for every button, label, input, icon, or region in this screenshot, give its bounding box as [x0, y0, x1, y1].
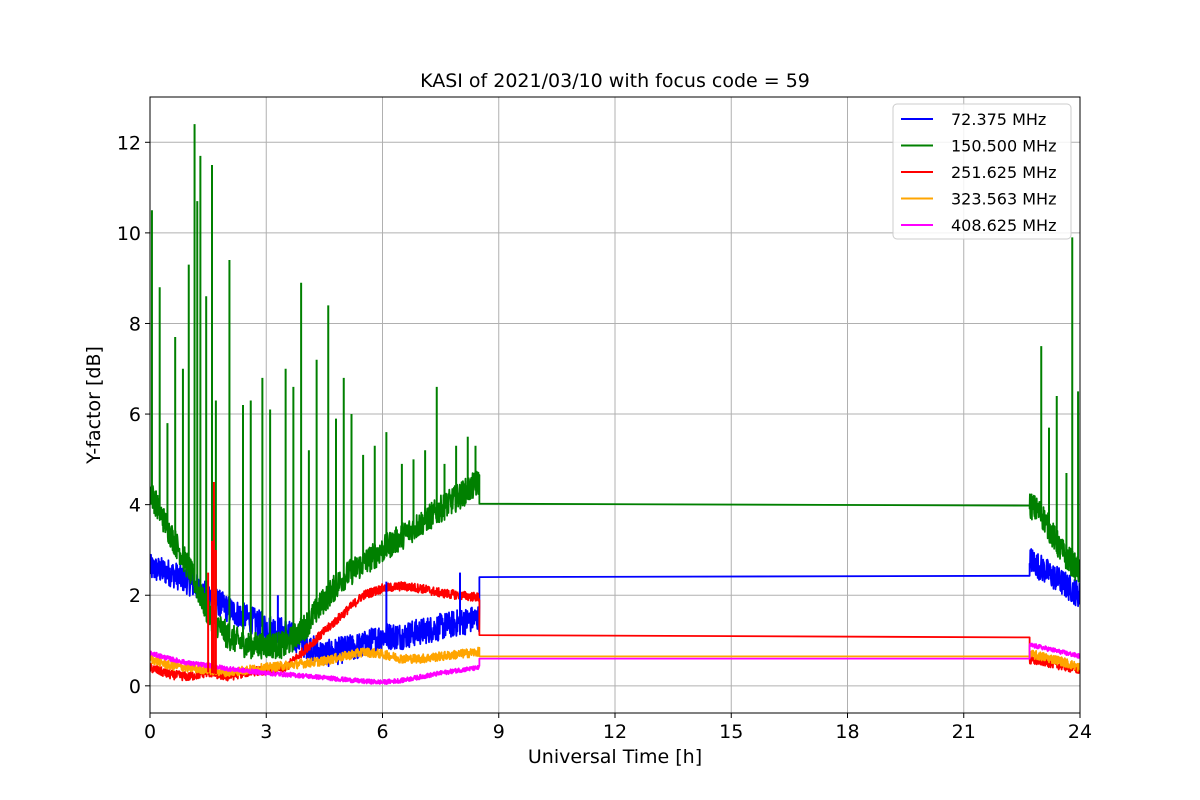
x-tick-label: 0 [144, 721, 156, 743]
spikes-72-375-mhz [276, 572, 461, 636]
x-tick-label: 9 [493, 721, 505, 743]
x-tick-label: 6 [376, 721, 388, 743]
x-tick-label: 24 [1068, 721, 1092, 743]
y-tick-label: 8 [129, 313, 141, 335]
y-tick-label: 0 [129, 676, 141, 698]
legend-label: 323.563 MHz [951, 190, 1056, 209]
legend-label: 408.625 MHz [951, 216, 1056, 235]
y-tick-label: 2 [129, 585, 141, 607]
x-tick-label: 21 [952, 721, 976, 743]
spikes-150-500-mhz [150, 124, 1080, 646]
legend-label: 251.625 MHz [951, 163, 1056, 182]
y-axis-label: Y-factor [dB] [83, 346, 105, 465]
legend-box [892, 103, 1072, 240]
x-tick-label: 18 [835, 721, 859, 743]
legend-label: 150.500 MHz [951, 137, 1056, 156]
y-tick-label: 12 [117, 132, 141, 154]
legend-label: 72.375 MHz [951, 110, 1046, 129]
legend: 72.375 MHz 150.500 MHz 251.625 MHz 323.563 … [892, 103, 1072, 240]
plot-area [150, 124, 1080, 685]
x-tick-label: 3 [260, 721, 272, 743]
spikes-251-625-mhz [207, 482, 217, 675]
y-tick-label: 10 [117, 223, 141, 245]
x-tick-label: 15 [719, 721, 743, 743]
chart-title: KASI of 2021/03/10 with focus code = 59 [420, 70, 810, 92]
y-tick-label: 6 [129, 404, 141, 426]
x-axis-label: Universal Time [h] [528, 746, 702, 768]
y-tick-label: 4 [129, 495, 141, 517]
x-tick-label: 12 [603, 721, 627, 743]
